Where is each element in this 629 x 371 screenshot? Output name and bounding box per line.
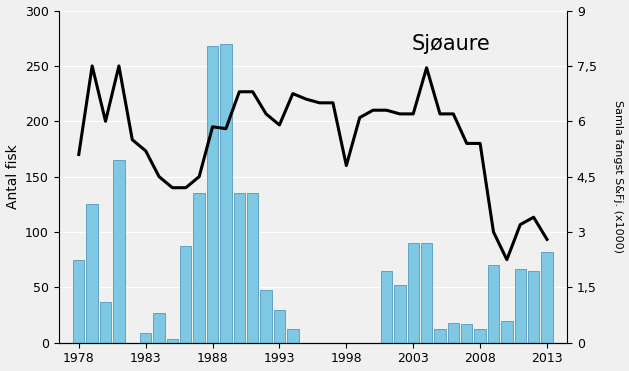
Y-axis label: Samla fangst S&Fj. (x1000): Samla fangst S&Fj. (x1000) (613, 100, 623, 253)
Bar (408, 243, 419, 343)
Bar (113, 160, 125, 343)
Bar (434, 329, 446, 343)
Bar (542, 252, 553, 343)
Text: Sjøaure: Sjøaure (412, 35, 491, 55)
Bar (381, 271, 392, 343)
Bar (515, 269, 526, 343)
Bar (394, 285, 406, 343)
Bar (461, 324, 472, 343)
Bar (220, 44, 231, 343)
Bar (528, 271, 539, 343)
Bar (474, 329, 486, 343)
Bar (194, 193, 205, 343)
Bar (247, 193, 259, 343)
Bar (421, 243, 432, 343)
Bar (274, 309, 285, 343)
Bar (153, 313, 165, 343)
Bar (100, 302, 111, 343)
Bar (233, 193, 245, 343)
Bar (287, 329, 299, 343)
Y-axis label: Antal fisk: Antal fisk (6, 144, 19, 209)
Bar (73, 260, 84, 343)
Bar (448, 323, 459, 343)
Bar (140, 333, 152, 343)
Bar (180, 246, 191, 343)
Bar (207, 46, 218, 343)
Bar (86, 204, 98, 343)
Bar (260, 290, 272, 343)
Bar (167, 339, 178, 343)
Bar (501, 321, 513, 343)
Bar (488, 265, 499, 343)
